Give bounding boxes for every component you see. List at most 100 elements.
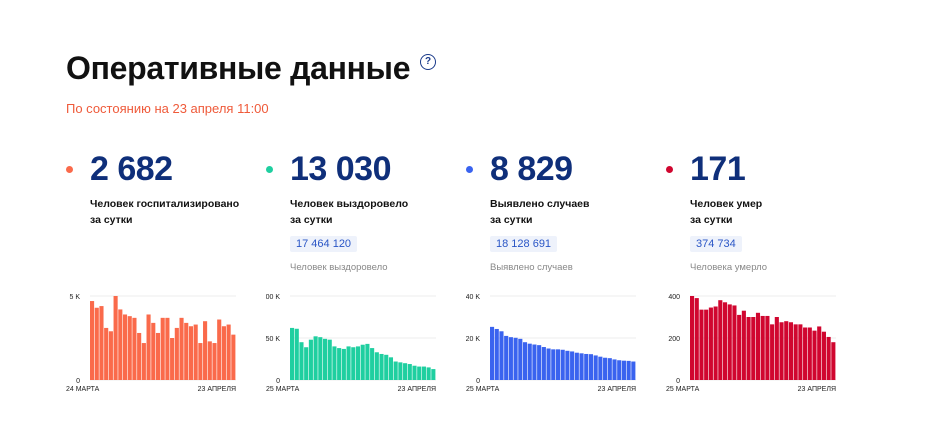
hospitalized-bar[interactable] <box>90 301 95 380</box>
deaths-bar[interactable] <box>718 300 723 380</box>
recovered-bar[interactable] <box>426 367 431 380</box>
detected-bar[interactable] <box>579 353 584 380</box>
recovered-bar[interactable] <box>351 347 356 380</box>
detected-bar[interactable] <box>532 344 537 380</box>
hospitalized-bar[interactable] <box>188 326 194 380</box>
recovered-bar[interactable] <box>346 346 351 380</box>
recovered-bar[interactable] <box>304 347 309 380</box>
deaths-bar[interactable] <box>803 327 808 381</box>
detected-bar[interactable] <box>551 349 556 380</box>
hospitalized-bar[interactable] <box>155 332 161 380</box>
deaths-bar[interactable] <box>741 310 746 380</box>
recovered-bar[interactable] <box>417 366 422 380</box>
detected-bar[interactable] <box>593 355 598 380</box>
hospitalized-bar[interactable] <box>198 343 203 380</box>
deaths-bar[interactable] <box>812 330 817 380</box>
recovered-bar[interactable] <box>313 336 318 380</box>
recovered-bar[interactable] <box>327 339 332 380</box>
recovered-bar[interactable] <box>299 342 304 380</box>
deaths-bar[interactable] <box>779 322 784 380</box>
hospitalized-bar[interactable] <box>137 332 142 380</box>
hospitalized-bar[interactable] <box>160 317 165 380</box>
recovered-bar[interactable] <box>379 353 384 380</box>
recovered-bar[interactable] <box>412 365 417 380</box>
hospitalized-bar[interactable] <box>165 317 170 380</box>
deaths-bar[interactable] <box>793 324 798 380</box>
recovered-bar[interactable] <box>365 343 370 380</box>
hospitalized-bar[interactable] <box>146 314 151 380</box>
hospitalized-bar[interactable] <box>132 317 137 380</box>
hospitalized-bar[interactable] <box>151 322 156 380</box>
deaths-bar[interactable] <box>765 315 770 380</box>
hospitalized-bar[interactable] <box>221 326 226 380</box>
deaths-bar[interactable] <box>755 312 761 380</box>
hospitalized-bar[interactable] <box>203 321 208 380</box>
deaths-bar[interactable] <box>807 327 812 381</box>
recovered-bar[interactable] <box>403 363 408 380</box>
hospitalized-bar[interactable] <box>179 317 184 380</box>
recovered-bar[interactable] <box>360 344 365 380</box>
hospitalized-bar[interactable] <box>231 334 236 380</box>
recovered-bar[interactable] <box>388 357 394 380</box>
detected-bar[interactable] <box>513 337 518 380</box>
hospitalized-bar[interactable] <box>193 324 198 380</box>
deaths-bar[interactable] <box>708 307 713 380</box>
recovered-bar[interactable] <box>341 348 346 380</box>
hospitalized-bar[interactable] <box>174 327 179 380</box>
hospitalized-bar[interactable] <box>141 343 146 380</box>
recovered-bar[interactable] <box>322 338 328 380</box>
hospitalized-bar[interactable] <box>99 306 104 380</box>
deaths-bar[interactable] <box>826 336 831 380</box>
detected-bar[interactable] <box>527 343 532 380</box>
recovered-bar[interactable] <box>398 362 403 380</box>
deaths-bar[interactable] <box>821 331 826 380</box>
detected-bar[interactable] <box>603 357 608 380</box>
detected-bar[interactable] <box>546 348 551 381</box>
detected-bar[interactable] <box>537 345 542 380</box>
deaths-bar[interactable] <box>774 317 779 380</box>
deaths-bar[interactable] <box>788 322 794 380</box>
detected-bar[interactable] <box>560 349 565 380</box>
detected-bar[interactable] <box>565 350 570 380</box>
deaths-bar[interactable] <box>732 305 737 380</box>
recovered-bar[interactable] <box>384 354 389 380</box>
detected-bar[interactable] <box>612 359 617 380</box>
deaths-bar[interactable] <box>704 309 709 380</box>
detected-bar[interactable] <box>499 331 504 380</box>
recovered-bar[interactable] <box>318 337 323 380</box>
deaths-bar[interactable] <box>694 298 699 380</box>
detected-bar[interactable] <box>598 356 603 380</box>
deaths-bar[interactable] <box>713 306 718 381</box>
deaths-bar[interactable] <box>690 296 695 380</box>
deaths-bar[interactable] <box>770 324 775 380</box>
hospitalized-bar[interactable] <box>127 316 132 380</box>
detected-bar[interactable] <box>570 351 575 380</box>
deaths-bar[interactable] <box>817 326 822 380</box>
hospitalized-bar[interactable] <box>118 309 123 380</box>
deaths-bar[interactable] <box>784 321 789 380</box>
deaths-bar[interactable] <box>751 317 756 380</box>
hospitalized-bar[interactable] <box>217 319 222 380</box>
recovered-bar[interactable] <box>308 339 313 380</box>
deaths-bar[interactable] <box>727 304 732 380</box>
deaths-bar[interactable] <box>699 309 704 380</box>
detected-bar[interactable] <box>626 360 631 380</box>
detected-bar[interactable] <box>584 353 589 380</box>
detected-bar[interactable] <box>490 326 495 380</box>
detected-bar[interactable] <box>508 337 513 380</box>
recovered-bar[interactable] <box>393 361 398 380</box>
hospitalized-bar[interactable] <box>226 324 231 380</box>
deaths-bar[interactable] <box>760 315 765 380</box>
hospitalized-bar[interactable] <box>108 331 113 380</box>
detected-bar[interactable] <box>504 335 509 380</box>
hospitalized-bar[interactable] <box>94 307 99 380</box>
hospitalized-bar[interactable] <box>212 343 217 380</box>
recovered-bar[interactable] <box>370 348 375 380</box>
recovered-bar[interactable] <box>294 328 299 380</box>
hospitalized-bar[interactable] <box>104 327 109 380</box>
deaths-bar[interactable] <box>798 324 803 380</box>
recovered-bar[interactable] <box>407 364 412 380</box>
detected-bar[interactable] <box>518 338 523 380</box>
deaths-bar[interactable] <box>737 314 742 380</box>
deaths-bar[interactable] <box>722 302 728 380</box>
